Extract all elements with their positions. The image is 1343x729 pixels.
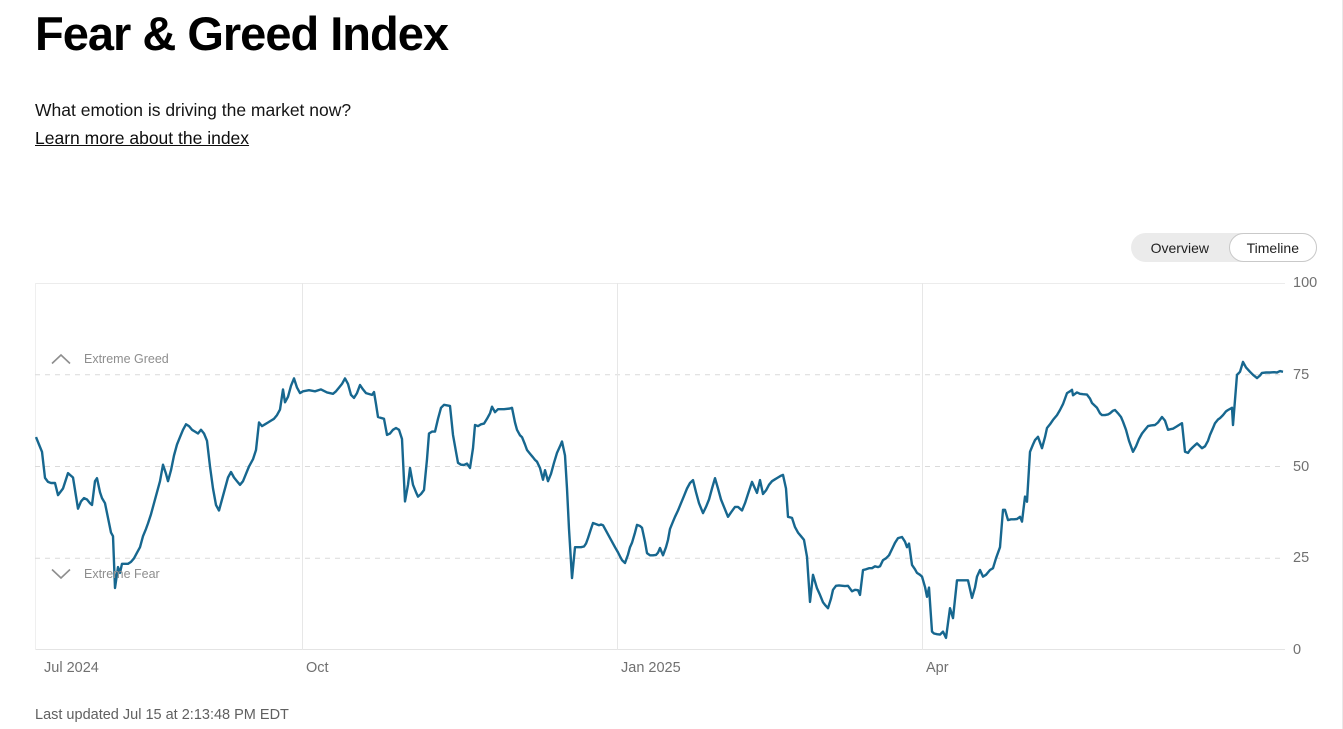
extreme-greed-annotation: Extreme Greed — [50, 352, 169, 366]
subtitle: What emotion is driving the market now? — [35, 100, 352, 120]
y-axis-label: 75 — [1293, 366, 1310, 383]
fear-greed-line-chart[interactable] — [34, 283, 1285, 650]
chevron-down-icon — [51, 569, 71, 580]
extreme-greed-label: Extreme Greed — [84, 351, 169, 366]
y-axis-label: 50 — [1293, 458, 1310, 475]
view-toggle: Overview Timeline — [1131, 233, 1317, 262]
x-axis-label: Apr — [926, 660, 949, 676]
page-title: Fear & Greed Index — [35, 7, 449, 60]
learn-more-link[interactable]: Learn more about the index — [35, 128, 250, 148]
last-updated-text: Last updated Jul 15 at 2:13:48 PM EDT — [35, 707, 289, 723]
y-axis-label: 0 — [1293, 642, 1302, 658]
x-axis-label: Oct — [306, 660, 329, 676]
fear-greed-chart[interactable] — [34, 283, 1285, 650]
y-axis-label: 25 — [1293, 550, 1310, 567]
x-axis-label: Jan 2025 — [621, 660, 681, 676]
x-axis-label: Jul 2024 — [44, 660, 99, 676]
chevron-up-icon — [51, 353, 71, 364]
toggle-option-timeline[interactable]: Timeline — [1228, 233, 1317, 262]
y-axis-label: 100 — [1293, 275, 1318, 291]
extreme-fear-label: Extreme Fear — [84, 567, 160, 582]
toggle-option-overview[interactable]: Overview — [1150, 239, 1209, 256]
extreme-fear-annotation: Extreme Fear — [50, 567, 160, 581]
